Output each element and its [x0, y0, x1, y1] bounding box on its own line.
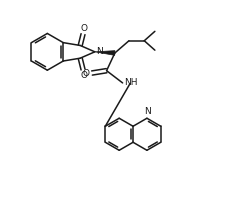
- Text: N: N: [144, 107, 151, 116]
- Text: N: N: [96, 47, 103, 56]
- Text: O: O: [83, 69, 90, 78]
- Text: O: O: [80, 71, 87, 80]
- Polygon shape: [95, 51, 115, 55]
- Text: NH: NH: [124, 78, 137, 87]
- Text: O: O: [80, 24, 87, 33]
